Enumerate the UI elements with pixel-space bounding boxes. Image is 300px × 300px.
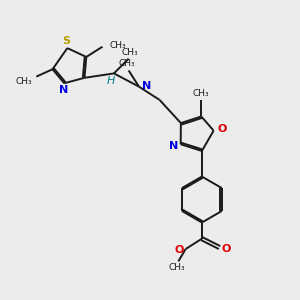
Text: O: O — [175, 244, 184, 255]
Text: O: O — [217, 124, 226, 134]
Text: CH₃: CH₃ — [119, 59, 136, 68]
Text: CH₃: CH₃ — [193, 89, 210, 98]
Text: CH₃: CH₃ — [169, 263, 185, 272]
Text: CH₃: CH₃ — [110, 41, 127, 50]
Text: H: H — [107, 76, 115, 86]
Text: O: O — [221, 244, 231, 254]
Text: CH₃: CH₃ — [15, 76, 32, 85]
Text: S: S — [63, 36, 71, 46]
Text: CH₃: CH₃ — [122, 48, 138, 57]
Text: N: N — [59, 85, 68, 95]
Text: N: N — [142, 81, 152, 91]
Text: N: N — [169, 141, 178, 151]
